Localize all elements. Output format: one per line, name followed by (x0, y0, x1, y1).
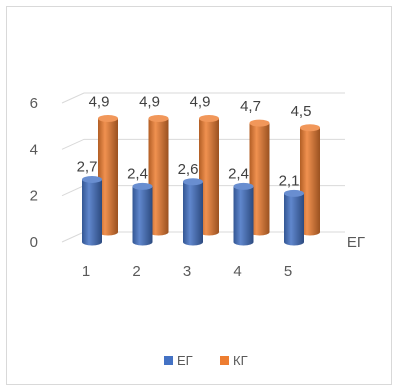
legend-label: КГ (233, 353, 248, 368)
depth-axis-label: ЕГ (347, 234, 365, 251)
series-eg-bars (82, 175, 304, 246)
bar-kg-4 (249, 119, 270, 236)
bar-eg-2 (132, 182, 153, 246)
bar-eg-1 (82, 175, 102, 246)
data-label: 2,1 (279, 172, 300, 189)
bar-kg-2 (148, 114, 169, 236)
data-label: 2,4 (127, 165, 148, 182)
bar-kg-5 (300, 124, 320, 236)
gridline (61, 92, 345, 104)
y-tick-label: 6 (30, 95, 38, 112)
data-label: 2,7 (77, 158, 98, 175)
legend: ЕГ КГ (164, 353, 248, 368)
bar-kg-1 (98, 114, 118, 236)
data-label: 2,6 (178, 161, 199, 178)
data-label: 4,5 (291, 103, 312, 120)
data-labels: 4,9 4,9 4,9 4,7 4,5 2,7 2,4 2,6 2,4 2,1 (77, 93, 312, 189)
y-axis-ticks: 0 2 4 6 (30, 95, 38, 251)
data-label: 2,4 (228, 165, 249, 182)
data-label: 4,7 (240, 98, 261, 115)
data-label: 4,9 (139, 93, 160, 110)
x-tick-label: 4 (233, 263, 241, 280)
x-tick-label: 5 (284, 263, 292, 280)
x-axis-ticks: 1 2 3 4 5 (82, 263, 292, 280)
bar-kg-3 (199, 114, 219, 236)
bar-eg-3 (183, 178, 204, 246)
series-kg-bars (98, 114, 320, 236)
y-tick-label: 4 (30, 141, 38, 158)
y-tick-label: 2 (30, 188, 38, 205)
data-label: 4,9 (89, 93, 110, 110)
bar-eg-4 (233, 182, 254, 246)
y-tick-label: 0 (30, 234, 38, 251)
data-label: 4,9 (190, 93, 211, 110)
legend-label: ЕГ (177, 353, 193, 368)
bar-eg-5 (284, 189, 304, 246)
legend-swatch (164, 356, 173, 365)
legend-swatch (220, 356, 229, 365)
x-tick-label: 2 (132, 263, 140, 280)
x-tick-label: 1 (82, 263, 90, 280)
x-tick-label: 3 (183, 263, 191, 280)
